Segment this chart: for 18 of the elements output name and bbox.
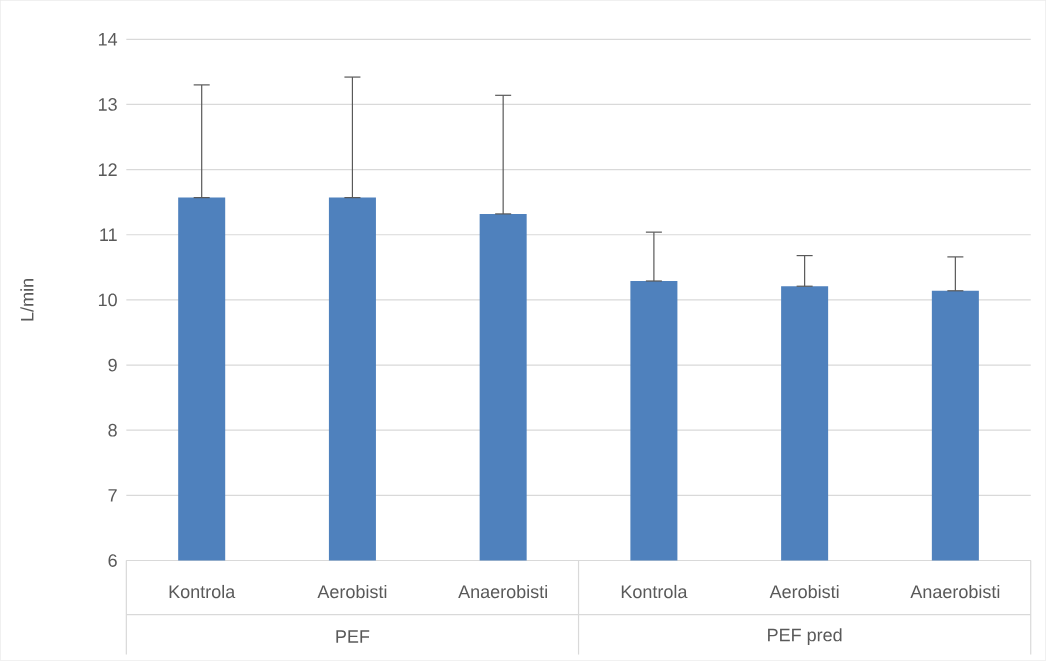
y-tick-label: 13 bbox=[98, 98, 117, 111]
x-tick-label: Kontrola bbox=[169, 584, 236, 599]
text: PEF pred bbox=[768, 628, 842, 646]
y-tick-label: 7 bbox=[108, 489, 117, 502]
x-tick-label: Anaerobisti bbox=[458, 584, 547, 599]
y-tick-label: 11 bbox=[100, 228, 117, 242]
y-tick-label: 14 bbox=[98, 33, 118, 46]
y-tick-label: 8 bbox=[108, 423, 117, 437]
y-tick-label: 12 bbox=[98, 163, 117, 176]
y-tick-label: 6 bbox=[108, 554, 117, 567]
x-tick-label: Kontrola bbox=[621, 584, 688, 599]
y-axis-title: L/min bbox=[20, 279, 34, 321]
x-tick-label: Anaerobisti bbox=[910, 584, 1000, 599]
x-tick-label: Aerobisti bbox=[769, 584, 839, 599]
y-tick-label: 9 bbox=[108, 358, 117, 372]
y-tick-label: 10 bbox=[98, 293, 117, 307]
text: PEF bbox=[336, 630, 370, 643]
x-tick-label: Aerobisti bbox=[317, 584, 387, 599]
